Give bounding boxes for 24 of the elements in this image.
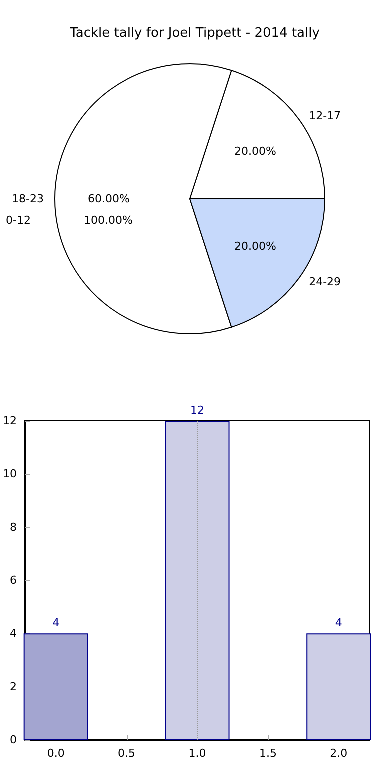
chart-title: Tackle tally for Joel Tippett - 2014 tally bbox=[69, 26, 320, 41]
slice-label: 18-23 bbox=[12, 192, 44, 206]
y-tick-label: 2 bbox=[10, 680, 17, 694]
data-label: 12 bbox=[190, 404, 204, 417]
y-tick-label: 4 bbox=[10, 627, 17, 640]
x-tick-label: 0.5 bbox=[118, 747, 136, 760]
x-tick-label: 1.5 bbox=[259, 747, 277, 760]
y-tick-label: 10 bbox=[2, 468, 17, 481]
y-tick-label: 8 bbox=[10, 520, 17, 534]
x-tick-label: 1.0 bbox=[188, 747, 206, 760]
y-tick-label: 12 bbox=[2, 414, 17, 428]
x-tick-label: 2.0 bbox=[330, 747, 348, 760]
data-label: 20.00% bbox=[234, 144, 277, 158]
text: 0-12 bbox=[6, 214, 31, 227]
y-tick-label: 0 bbox=[10, 734, 17, 746]
y-tick-label: 6 bbox=[10, 574, 17, 587]
data-label: 4 bbox=[52, 616, 60, 630]
slice-label: 12-17 bbox=[309, 110, 342, 123]
x-tick-label: 0.0 bbox=[47, 747, 65, 760]
slice-label: 24-29 bbox=[309, 275, 342, 288]
text: 100.00% bbox=[84, 214, 133, 227]
data-label: 60.00% bbox=[88, 192, 130, 206]
data-label: 20.00% bbox=[234, 240, 277, 254]
data-label: 4 bbox=[335, 616, 342, 630]
